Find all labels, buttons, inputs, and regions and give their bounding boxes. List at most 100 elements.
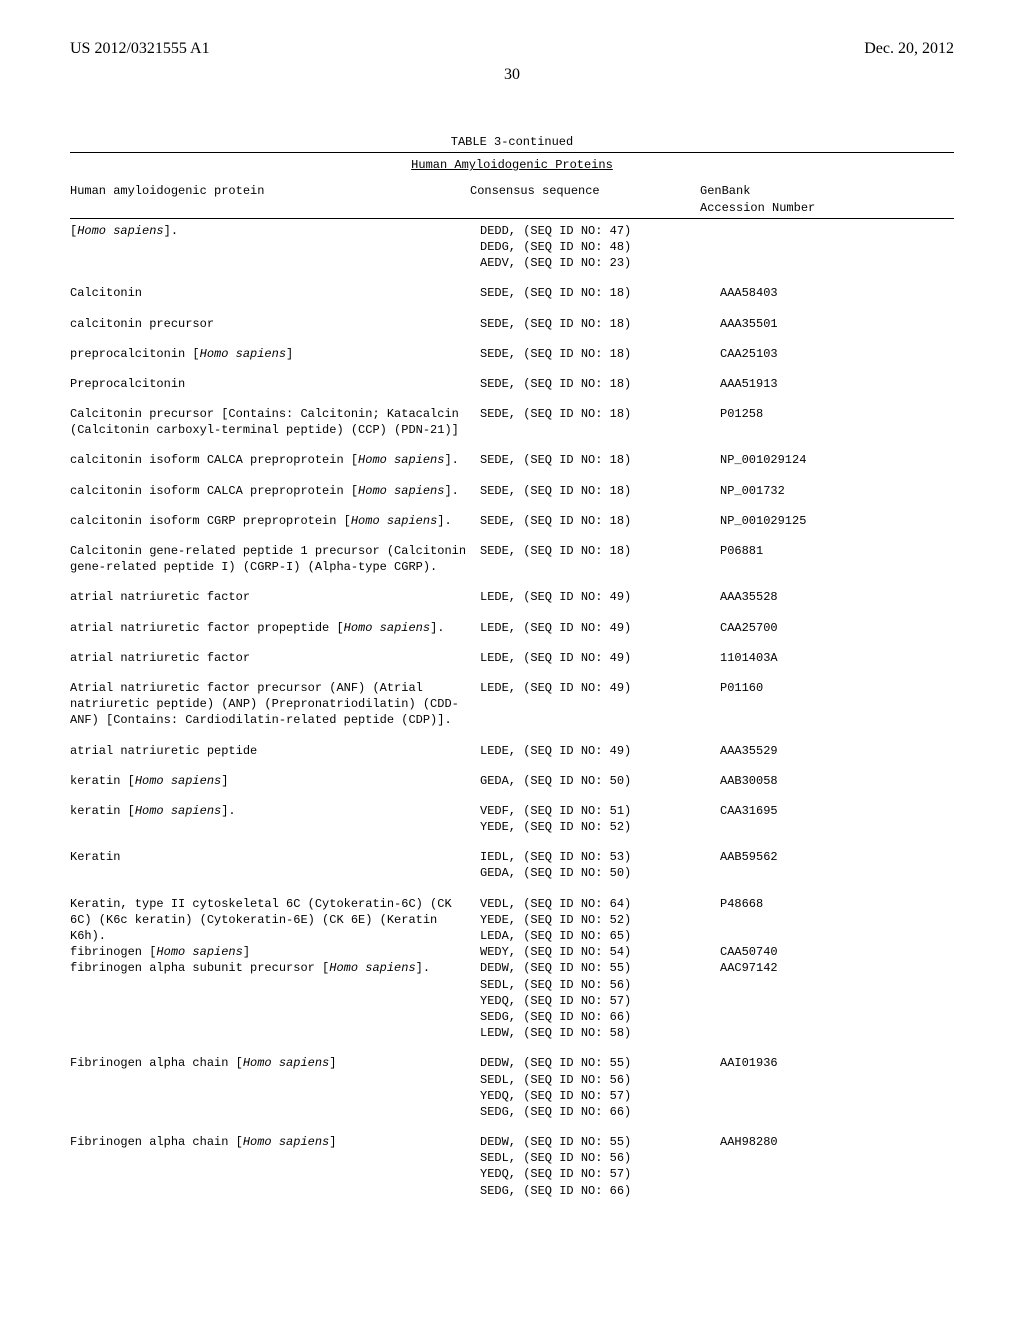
accession-cell: NP_001029124 bbox=[720, 452, 954, 468]
page-header: US 2012/0321555 A1 Dec. 20, 2012 bbox=[70, 40, 954, 58]
table-rows: [Homo sapiens].DEDD, (SEQ ID NO: 47)DEDG… bbox=[70, 223, 954, 1199]
accession-cell: CAA25103 bbox=[720, 346, 954, 362]
header-accession-line2: Accession Number bbox=[700, 200, 954, 216]
protein-cell: Preprocalcitonin bbox=[70, 376, 480, 392]
sequence-line: SEDE, (SEQ ID NO: 18) bbox=[480, 452, 710, 468]
consensus-cell: LEDE, (SEQ ID NO: 49) bbox=[480, 650, 720, 666]
protein-text: fibrinogen [ bbox=[70, 945, 156, 959]
consensus-cell: VEDF, (SEQ ID NO: 51)YEDE, (SEQ ID NO: 5… bbox=[480, 803, 720, 835]
protein-text: atrial natriuretic factor bbox=[70, 590, 250, 604]
consensus-cell: WEDY, (SEQ ID NO: 54) bbox=[480, 944, 720, 960]
header-protein: Human amyloidogenic protein bbox=[70, 183, 470, 215]
table-caption: TABLE 3-continued bbox=[70, 134, 954, 150]
consensus-cell: DEDW, (SEQ ID NO: 55)SEDL, (SEQ ID NO: 5… bbox=[480, 960, 720, 1041]
accession-cell bbox=[720, 223, 954, 272]
consensus-cell: SEDE, (SEQ ID NO: 18) bbox=[480, 452, 720, 468]
protein-cell: preprocalcitonin [Homo sapiens] bbox=[70, 346, 480, 362]
sequence-line: LEDE, (SEQ ID NO: 49) bbox=[480, 620, 710, 636]
consensus-cell: SEDE, (SEQ ID NO: 18) bbox=[480, 406, 720, 438]
table-row: Keratin, type II cytoskeletal 6C (Cytoke… bbox=[70, 896, 954, 945]
sequence-line: SEDG, (SEQ ID NO: 66) bbox=[480, 1183, 710, 1199]
protein-text: ]. bbox=[444, 484, 458, 498]
species-name: Homo sapiens bbox=[77, 224, 163, 238]
protein-cell: atrial natriuretic factor bbox=[70, 589, 480, 605]
table-row: calcitonin isoform CALCA preproprotein [… bbox=[70, 452, 954, 468]
consensus-cell: DEDD, (SEQ ID NO: 47)DEDG, (SEQ ID NO: 4… bbox=[480, 223, 720, 272]
sequence-line: YEDQ, (SEQ ID NO: 57) bbox=[480, 1088, 710, 1104]
accession-cell: P06881 bbox=[720, 543, 954, 575]
rule-top bbox=[70, 152, 954, 153]
sequence-line: DEDW, (SEQ ID NO: 55) bbox=[480, 1134, 710, 1150]
accession-cell: P01160 bbox=[720, 680, 954, 729]
protein-text: calcitonin precursor bbox=[70, 317, 214, 331]
table-row: Calcitonin precursor [Contains: Calciton… bbox=[70, 406, 954, 438]
protein-text: keratin [ bbox=[70, 804, 135, 818]
species-name: Homo sapiens bbox=[135, 804, 221, 818]
sequence-line: VEDF, (SEQ ID NO: 51) bbox=[480, 803, 710, 819]
protein-text: atrial natriuretic factor bbox=[70, 651, 250, 665]
sequence-line: VEDL, (SEQ ID NO: 64) bbox=[480, 896, 710, 912]
protein-cell: atrial natriuretic factor propeptide [Ho… bbox=[70, 620, 480, 636]
table-row: preprocalcitonin [Homo sapiens]SEDE, (SE… bbox=[70, 346, 954, 362]
table-row: [Homo sapiens].DEDD, (SEQ ID NO: 47)DEDG… bbox=[70, 223, 954, 272]
sequence-line: SEDL, (SEQ ID NO: 56) bbox=[480, 1150, 710, 1166]
accession-cell: CAA50740 bbox=[720, 944, 954, 960]
protein-cell: Fibrinogen alpha chain [Homo sapiens] bbox=[70, 1055, 480, 1120]
protein-cell: Calcitonin gene-related peptide 1 precur… bbox=[70, 543, 480, 575]
protein-text: ]. bbox=[164, 224, 178, 238]
species-name: Homo sapiens bbox=[329, 961, 415, 975]
protein-text: calcitonin isoform CALCA preproprotein [ bbox=[70, 453, 358, 467]
sequence-line: GEDA, (SEQ ID NO: 50) bbox=[480, 773, 710, 789]
protein-cell: calcitonin isoform CALCA preproprotein [… bbox=[70, 483, 480, 499]
sequence-line: SEDE, (SEQ ID NO: 18) bbox=[480, 376, 710, 392]
protein-text: fibrinogen alpha subunit precursor [ bbox=[70, 961, 329, 975]
table-row: Atrial natriuretic factor precursor (ANF… bbox=[70, 680, 954, 729]
species-name: Homo sapiens bbox=[243, 1056, 329, 1070]
consensus-cell: SEDE, (SEQ ID NO: 18) bbox=[480, 376, 720, 392]
protein-text: ] bbox=[329, 1135, 336, 1149]
protein-text: atrial natriuretic factor propeptide [ bbox=[70, 621, 344, 635]
accession-cell: AAA58403 bbox=[720, 285, 954, 301]
protein-text: calcitonin isoform CALCA preproprotein [ bbox=[70, 484, 358, 498]
protein-text: ]. bbox=[416, 961, 430, 975]
consensus-cell: IEDL, (SEQ ID NO: 53)GEDA, (SEQ ID NO: 5… bbox=[480, 849, 720, 881]
protein-cell: keratin [Homo sapiens] bbox=[70, 773, 480, 789]
sequence-line: SEDL, (SEQ ID NO: 56) bbox=[480, 977, 710, 993]
protein-cell: Calcitonin precursor [Contains: Calciton… bbox=[70, 406, 480, 438]
sequence-line: LEDE, (SEQ ID NO: 49) bbox=[480, 680, 710, 696]
table-row: calcitonin isoform CGRP preproprotein [H… bbox=[70, 513, 954, 529]
protein-text: preprocalcitonin [ bbox=[70, 347, 200, 361]
table-row: PreprocalcitoninSEDE, (SEQ ID NO: 18)AAA… bbox=[70, 376, 954, 392]
sequence-line: LEDE, (SEQ ID NO: 49) bbox=[480, 650, 710, 666]
protein-cell: keratin [Homo sapiens]. bbox=[70, 803, 480, 835]
sequence-line: LEDA, (SEQ ID NO: 65) bbox=[480, 928, 710, 944]
protein-text: ]. bbox=[430, 621, 444, 635]
protein-cell: Fibrinogen alpha chain [Homo sapiens] bbox=[70, 1134, 480, 1199]
consensus-cell: SEDE, (SEQ ID NO: 18) bbox=[480, 346, 720, 362]
publication-date: Dec. 20, 2012 bbox=[864, 40, 954, 58]
species-name: Homo sapiens bbox=[243, 1135, 329, 1149]
consensus-cell: SEDE, (SEQ ID NO: 18) bbox=[480, 285, 720, 301]
table-row: fibrinogen alpha subunit precursor [Homo… bbox=[70, 960, 954, 1041]
table-row: atrial natriuretic factor propeptide [Ho… bbox=[70, 620, 954, 636]
protein-text: Calcitonin bbox=[70, 286, 142, 300]
protein-text: Atrial natriuretic factor precursor (ANF… bbox=[70, 681, 459, 727]
consensus-cell: SEDE, (SEQ ID NO: 18) bbox=[480, 543, 720, 575]
protein-cell: atrial natriuretic peptide bbox=[70, 743, 480, 759]
protein-text: calcitonin isoform CGRP preproprotein [ bbox=[70, 514, 351, 528]
accession-cell: AAA35501 bbox=[720, 316, 954, 332]
accession-cell: 1101403A bbox=[720, 650, 954, 666]
table-row: keratin [Homo sapiens].VEDF, (SEQ ID NO:… bbox=[70, 803, 954, 835]
table-row: Fibrinogen alpha chain [Homo sapiens]DED… bbox=[70, 1055, 954, 1120]
protein-text: ] bbox=[329, 1056, 336, 1070]
protein-text: Keratin bbox=[70, 850, 120, 864]
protein-text: Fibrinogen alpha chain [ bbox=[70, 1056, 243, 1070]
sequence-line: YEDQ, (SEQ ID NO: 57) bbox=[480, 993, 710, 1009]
table-row: atrial natriuretic factor LEDE, (SEQ ID N… bbox=[70, 650, 954, 666]
sequence-line: SEDG, (SEQ ID NO: 66) bbox=[480, 1009, 710, 1025]
consensus-cell: SEDE, (SEQ ID NO: 18) bbox=[480, 513, 720, 529]
protein-cell: Calcitonin bbox=[70, 285, 480, 301]
protein-text: ] bbox=[243, 945, 250, 959]
table-row: atrial natriuretic factorLEDE, (SEQ ID N… bbox=[70, 589, 954, 605]
publication-number: US 2012/0321555 A1 bbox=[70, 40, 210, 58]
